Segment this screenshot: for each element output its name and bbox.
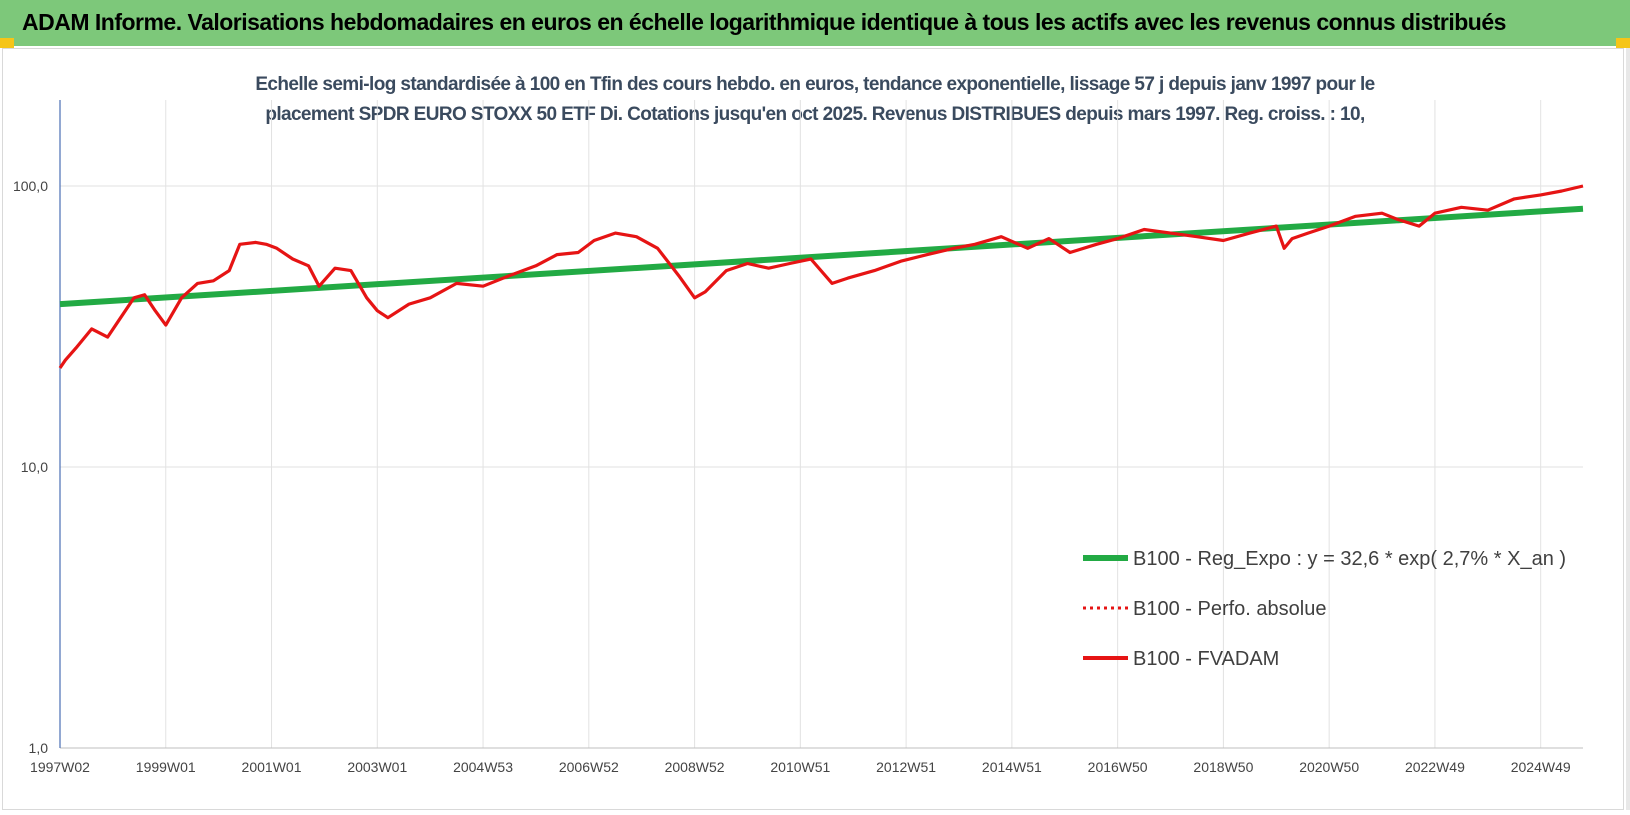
scroll-edge [1626,48,1630,810]
series-fvadam-line [58,184,1584,369]
legend-label-0: B100 - Reg_Expo : y = 32,6 * exp( 2,7% *… [1133,548,1566,570]
x-tick-label: 2006W52 [559,759,619,775]
series-layer [58,184,1584,369]
x-tick-label: 2020W50 [1299,759,1359,775]
banner-title: ADAM Informe. Valorisations hebdomadaire… [22,9,1506,35]
banner: ADAM Informe. Valorisations hebdomadaire… [0,0,1630,46]
x-axis: 1997W02 1999W01 2001W01 2003W01 2004W53 2006W… [30,747,1583,775]
x-tick-label: 2012W51 [876,759,936,775]
x-tick-label: 2024W49 [1511,759,1571,775]
corner-marker-right [1616,38,1630,48]
x-tick-label: 1997W02 [30,759,90,775]
x-tick-label: 2016W50 [1088,759,1148,775]
chart-title: Echelle semi-log standardisée à 100 en T… [190,70,1440,130]
x-tick-label: 2018W50 [1193,759,1253,775]
grid [60,100,1583,749]
x-tick-label: 2001W01 [242,759,302,775]
legend: B100 - Reg_Expo : y = 32,6 * exp( 2,7% *… [1083,548,1566,670]
legend-label-1: B100 - Perfo. absolue [1133,598,1326,620]
y-tick-label: 10,0 [21,459,48,475]
y-tick-label: 1,0 [29,740,49,756]
y-tick-label: 100,0 [13,178,48,194]
x-tick-label: 2014W51 [982,759,1042,775]
x-tick-label: 2008W52 [665,759,725,775]
chart-title-line2: placement SPDR EURO STOXX 50 ETF Di. Cot… [265,104,1365,125]
chart-title-line1: Echelle semi-log standardisée à 100 en T… [255,74,1375,95]
chart-frame [2,48,1624,810]
x-tick-label: 1999W01 [136,759,196,775]
legend-label-2: B100 - FVADAM [1133,648,1279,670]
x-tick-label: 2010W51 [770,759,830,775]
x-tick-label: 2004W53 [453,759,513,775]
x-tick-label: 2003W01 [347,759,407,775]
corner-marker-left [0,38,14,48]
y-axis: 1,0 10,0 100,0 [13,100,61,756]
x-tick-label: 2022W49 [1405,759,1465,775]
